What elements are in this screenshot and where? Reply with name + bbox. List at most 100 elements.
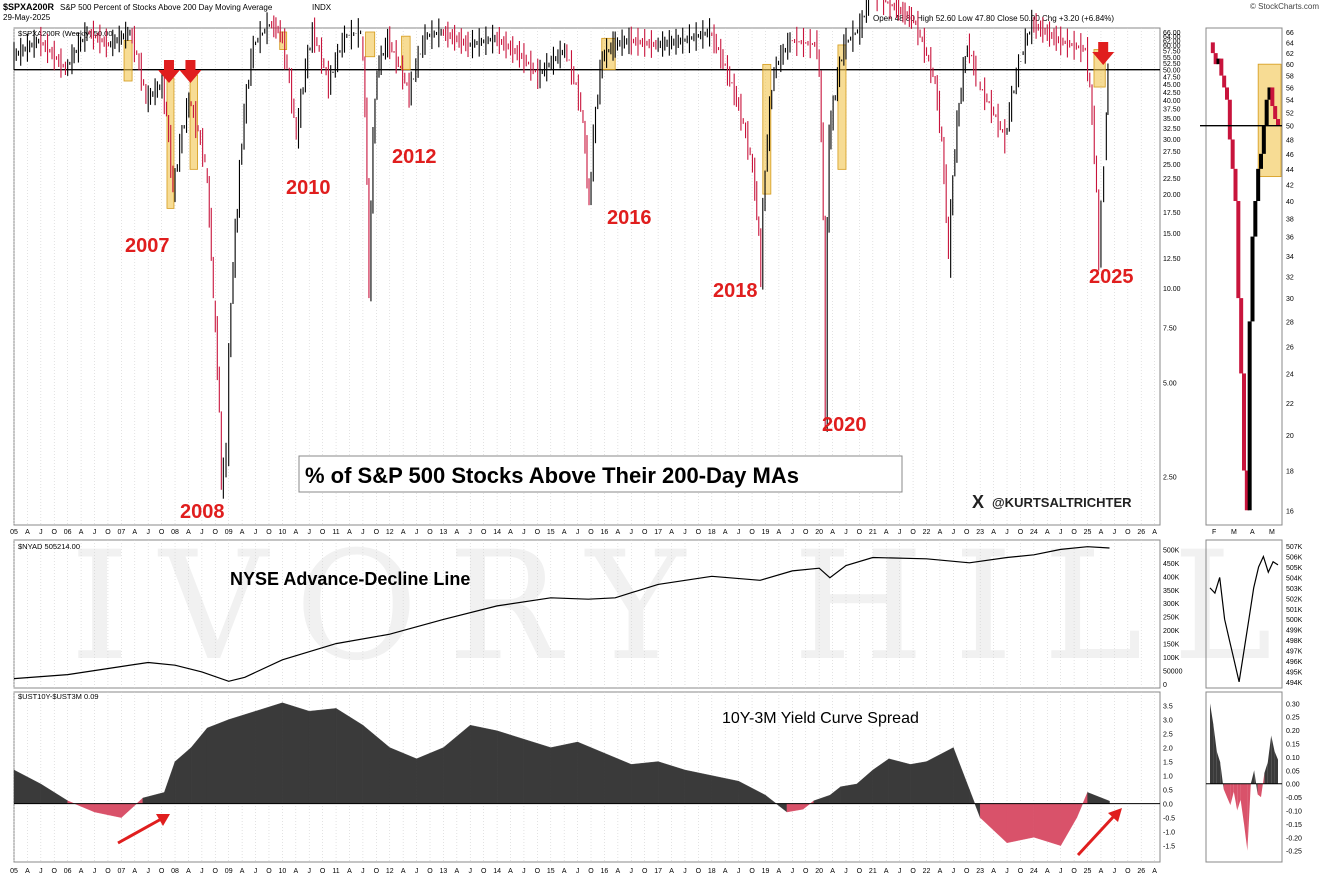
x-tick-label: 25 bbox=[1084, 868, 1092, 875]
y-tick-label-inset3: -0.25 bbox=[1286, 849, 1302, 856]
x-tick-label: 17 bbox=[654, 529, 662, 536]
x-tick-label: A bbox=[293, 868, 298, 875]
x-tick-label: J bbox=[39, 868, 43, 875]
red-arrow-up-head bbox=[1108, 808, 1122, 822]
year-annotation: 2025 bbox=[1089, 266, 1134, 288]
highlight-zone bbox=[837, 44, 847, 170]
x-tick-label: 08 bbox=[171, 868, 179, 875]
x-tick-label: 12 bbox=[386, 529, 394, 536]
x-tick-label: A bbox=[830, 529, 835, 536]
yc-area-segment bbox=[856, 769, 874, 804]
y-tick-label-inset1: 28 bbox=[1286, 319, 1294, 326]
y-tick-label-inset3: 0.20 bbox=[1286, 728, 1300, 735]
inset-yc-area-segment bbox=[1254, 770, 1258, 795]
inset-x-tick-label: M bbox=[1231, 529, 1237, 536]
yc-area-segment bbox=[711, 775, 739, 804]
x-tick-label: O bbox=[910, 529, 916, 536]
y-tick-label-main: 66.00 bbox=[1163, 30, 1181, 37]
x-tick-label: A bbox=[79, 529, 84, 536]
yc-area-segment bbox=[1006, 803, 1035, 844]
x-tick-label: A bbox=[777, 529, 782, 536]
inset-candle bbox=[1216, 58, 1221, 65]
x-tick-label: O bbox=[320, 529, 326, 536]
x-tick-label: 18 bbox=[708, 868, 716, 875]
y-tick-label-inset1: 44 bbox=[1286, 167, 1294, 174]
x-tick-label: 09 bbox=[225, 868, 233, 875]
x-tick-label: 05 bbox=[10, 868, 18, 875]
y-tick-label-inset3: 0.00 bbox=[1286, 782, 1300, 789]
inset-candle bbox=[1253, 201, 1258, 237]
y-tick-label-yc: 0.0 bbox=[1163, 802, 1173, 809]
x-tick-label: J bbox=[146, 868, 150, 875]
x-tick-label: 23 bbox=[976, 868, 984, 875]
x-tick-label: J bbox=[93, 868, 97, 875]
y-tick-label-inset2: 496K bbox=[1286, 659, 1303, 666]
inset-candle bbox=[1244, 470, 1249, 511]
inset-candle bbox=[1250, 236, 1255, 322]
x-tick-label: 15 bbox=[547, 529, 555, 536]
x-tick-label: 11 bbox=[332, 529, 339, 536]
y-tick-label-main: 55.00 bbox=[1163, 55, 1181, 62]
inset-candle bbox=[1233, 168, 1238, 202]
inset-x-tick-label: M bbox=[1269, 529, 1275, 536]
y-tick-label-inset1: 16 bbox=[1286, 508, 1294, 515]
x-tick-label: A bbox=[1045, 529, 1050, 536]
x-tick-label: J bbox=[307, 529, 311, 536]
x-tick-label: J bbox=[952, 868, 956, 875]
y-tick-label-main: 25.00 bbox=[1163, 162, 1181, 169]
inset-yc-area-segment bbox=[1240, 783, 1244, 824]
x-tick-label: J bbox=[415, 529, 419, 536]
x-tick-label: O bbox=[696, 529, 702, 536]
x-tick-label: J bbox=[415, 868, 419, 875]
x-tick-label: O bbox=[159, 529, 165, 536]
x-tick-label: A bbox=[240, 868, 245, 875]
x-tick-label: O bbox=[213, 868, 219, 875]
x-tick-label: O bbox=[749, 529, 755, 536]
x-tick-label: A bbox=[938, 868, 943, 875]
y-tick-label-yc: 1.0 bbox=[1163, 774, 1173, 781]
ad-panel-title: NYSE Advance-Decline Line bbox=[230, 569, 470, 589]
y-tick-label-ad: 50000 bbox=[1163, 669, 1183, 676]
y-tick-label-main: 32.50 bbox=[1163, 126, 1181, 133]
x-logo-icon: X bbox=[972, 492, 984, 512]
inset-ad-line bbox=[1209, 554, 1279, 683]
red-arrow-down bbox=[157, 60, 180, 83]
x-tick-label: A bbox=[186, 868, 191, 875]
y-tick-label-main: 60.00 bbox=[1163, 43, 1181, 50]
yc-area-segment bbox=[282, 702, 310, 804]
y-tick-label-inset1: 66 bbox=[1286, 30, 1294, 37]
x-tick-label: O bbox=[1018, 529, 1024, 536]
y-tick-label-inset1: 46 bbox=[1286, 152, 1294, 159]
yc-area-segment bbox=[813, 794, 831, 804]
yc-area-segment bbox=[443, 724, 471, 804]
yc-series-label: $UST10Y-$UST3M 0.09 bbox=[18, 692, 99, 701]
x-tick-label: J bbox=[307, 868, 311, 875]
yc-area-segment bbox=[872, 758, 890, 804]
stockcharts-credit[interactable]: © StockCharts.com bbox=[1250, 2, 1320, 11]
yc-area-segment bbox=[684, 769, 712, 804]
x-tick-label: 21 bbox=[869, 868, 877, 875]
y-tick-label-inset2: 497K bbox=[1286, 649, 1303, 656]
inset-candle bbox=[1273, 106, 1278, 120]
y-tick-label-inset2: 503K bbox=[1286, 586, 1303, 593]
yc-area-segment bbox=[40, 783, 68, 804]
x-tick-label: A bbox=[1045, 868, 1050, 875]
y-tick-label-yc: -1.5 bbox=[1163, 844, 1175, 851]
y-tick-label-inset1: 42 bbox=[1286, 183, 1294, 190]
x-tick-label: A bbox=[240, 529, 245, 536]
y-tick-label-inset1: 34 bbox=[1286, 254, 1294, 261]
x-tick-label: A bbox=[1152, 868, 1157, 875]
inset-candle bbox=[1264, 99, 1269, 126]
x-tick-label: A bbox=[669, 868, 674, 875]
yc-area-segment bbox=[910, 761, 927, 804]
x-tick-label: A bbox=[562, 529, 567, 536]
yc-area-segment bbox=[802, 800, 814, 810]
y-tick-label-ad: 350K bbox=[1163, 588, 1180, 595]
inset-yc-area-segment bbox=[1227, 783, 1231, 806]
yc-area-segment bbox=[13, 769, 42, 804]
yc-area-segment bbox=[470, 724, 498, 804]
year-annotation: 2020 bbox=[822, 414, 867, 436]
year-annotation: 2016 bbox=[607, 207, 652, 229]
y-tick-label-inset3: -0.20 bbox=[1286, 835, 1302, 842]
